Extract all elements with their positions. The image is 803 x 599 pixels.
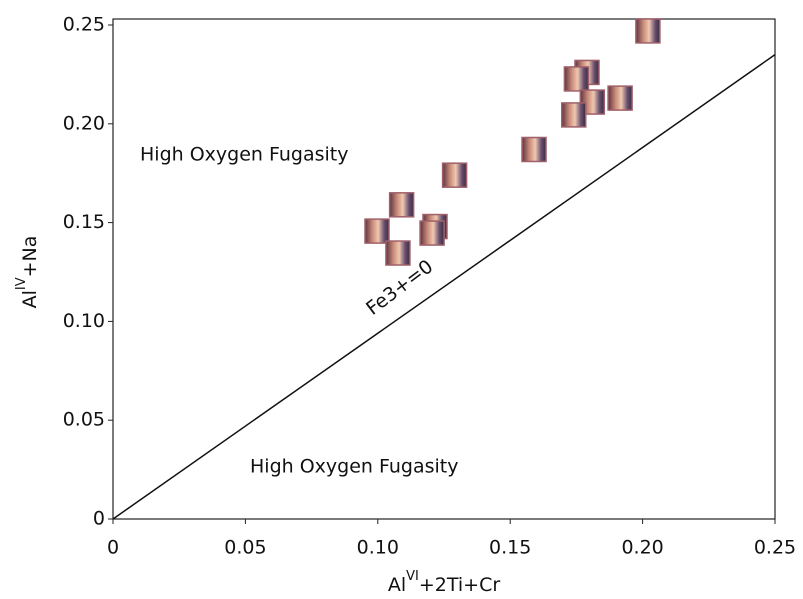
x-tick-label: 0.05	[224, 537, 266, 559]
y-tick-label: 0.10	[63, 310, 105, 332]
x-tick-label: 0.20	[621, 537, 663, 559]
x-tick-label: 0.15	[489, 537, 531, 559]
point	[419, 220, 445, 246]
point	[388, 192, 415, 218]
label-part: VI	[406, 569, 419, 584]
plot-frame	[112, 18, 776, 520]
y-tick-label: 0.05	[63, 409, 105, 431]
point	[385, 240, 411, 266]
y-tick-label: 0	[93, 508, 105, 530]
x-tick-label: 0	[107, 537, 119, 559]
label-part: +Na	[19, 236, 41, 278]
y-tick-label: 0.25	[63, 14, 105, 36]
point	[364, 218, 390, 244]
y-axis-label: AlIV+Na	[14, 236, 41, 309]
label-part: Al	[388, 574, 406, 596]
y-tick-label: 0.20	[63, 112, 105, 134]
label-part: Al	[19, 290, 41, 308]
point	[561, 102, 587, 128]
point	[441, 162, 468, 188]
x-tick-label: 0.10	[357, 537, 399, 559]
annotation: High Oxygen Fugasity	[250, 456, 459, 478]
point	[563, 66, 590, 92]
x-axis-label: AlVI+2Ti+Cr	[388, 569, 501, 596]
annotation: High Oxygen Fugasity	[140, 144, 349, 166]
x-tick-label: 0.25	[754, 537, 796, 559]
y-tick-label: 0.15	[63, 211, 105, 233]
reference-line	[112, 54, 776, 520]
point	[635, 18, 661, 44]
label-part: +2Ti+Cr	[419, 574, 500, 596]
point	[607, 85, 633, 111]
label-part: IV	[14, 277, 29, 290]
point	[521, 136, 547, 163]
